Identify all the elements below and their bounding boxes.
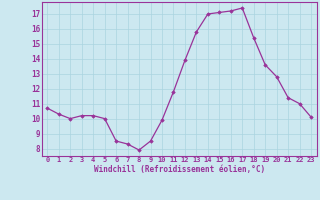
X-axis label: Windchill (Refroidissement éolien,°C): Windchill (Refroidissement éolien,°C) <box>94 165 265 174</box>
